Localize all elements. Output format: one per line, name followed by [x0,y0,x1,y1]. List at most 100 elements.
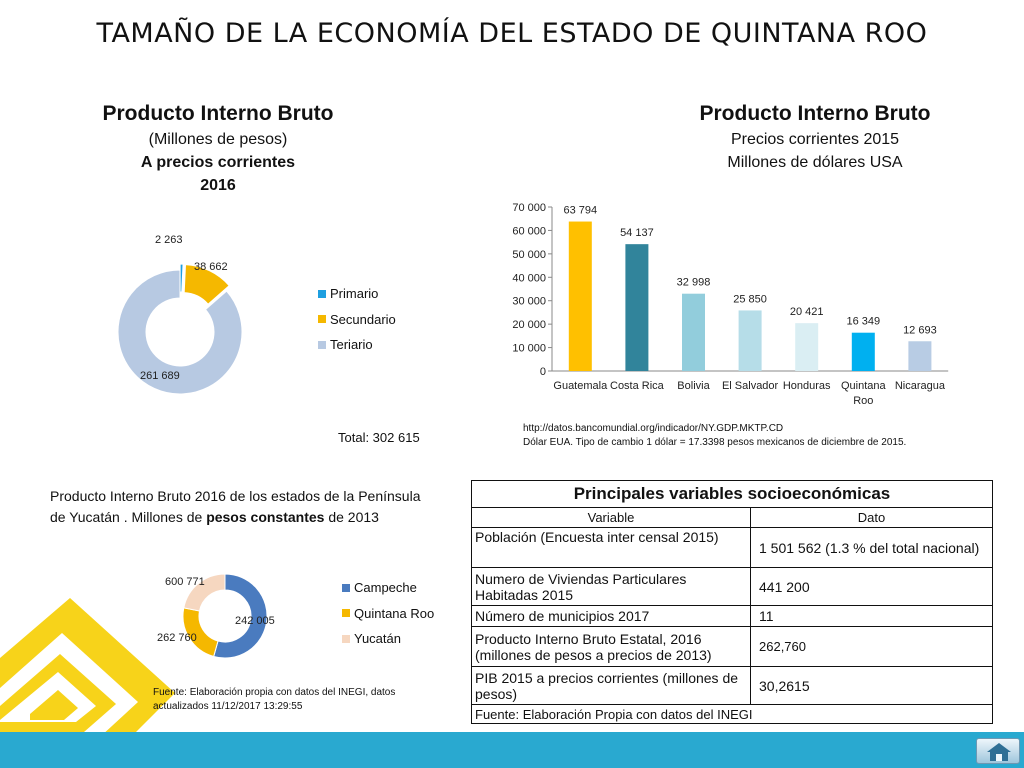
y-tick-label: 70 000 [512,202,546,214]
legend-swatch [318,340,326,349]
home-button[interactable] [976,738,1020,764]
donut-slice [183,573,226,612]
legend-label: Yucatán [354,631,401,647]
legend-swatch [318,289,326,298]
x-tick-label: Honduras [783,380,831,392]
bar-value-label: 12 693 [903,324,937,336]
peninsula-source: Fuente: Elaboración propia con datos del… [153,687,396,712]
socioeconomic-table: Principales variables socioeconómicas Va… [471,480,993,724]
pib-countries-line1: Precios corrientes 2015 [730,131,900,148]
source-note: Dólar EUA. Tipo de cambio 1 dólar = 17.3… [523,437,907,448]
pib-sector-legend: Primario Secundario Teriario [318,281,396,358]
legend-label: Primario [330,286,379,302]
peninsula-donut: 600 771 262 760 242 005 [157,573,275,659]
pib-state-line3: 2016 [200,177,236,194]
x-tick-label: Roo [853,395,873,407]
pib-countries-line2: Millones de dólares USA [727,154,903,171]
bar-value-label: 25 850 [733,293,767,305]
pib-countries-bar-chart: 0 10 000 20 000 30 000 40 000 50 000 60 000 70 … [512,202,949,407]
table-cell-dato: 30,2615 [750,666,993,705]
y-tick-label: 60 000 [512,225,546,237]
legend-swatch [342,609,350,618]
table-row: Numero de Viviendas Particulares Habitad… [471,567,993,606]
legend-item: Quintana Roo [342,601,434,627]
pib-state-heading: Producto Interno Bruto [102,102,334,125]
col-dato-header: Dato [750,507,993,528]
bar [682,293,705,371]
table-footer-row: Fuente: Elaboración Propia con datos del… [471,704,993,724]
pib-countries-title: Producto Interno Bruto Precios corriente… [640,100,990,174]
col-variable-header: Variable [471,507,751,528]
peninsula-caption-part1: Producto Interno Bruto 2016 de los estad… [50,488,421,525]
x-tick-label: Guatemala [553,380,608,392]
peninsula-caption-part2: de 2013 [324,509,379,525]
legend-swatch [342,634,350,643]
footer-bar [0,732,1024,768]
bar [625,244,649,371]
data-label: 600 771 [165,576,205,588]
x-tick-label: Costa Rica [610,380,665,392]
pib-state-line2: A precios corrientes [140,154,296,171]
legend-label: Teriario [330,337,373,353]
data-label: 261 689 [140,370,180,382]
y-tick-label: 40 000 [512,272,546,284]
bar-value-label: 16 349 [846,316,880,328]
bar [568,221,592,371]
legend-item: Campeche [342,575,434,601]
x-tick-label: Nicaragua [895,380,946,392]
source-url: http://datos.bancomundial.org/indicador/… [523,423,784,434]
table-header-row: Variable Dato [471,507,993,528]
legend-item: Teriario [318,332,396,358]
table-cell-variable: Población (Encuesta inter censal 2015) [471,527,751,568]
table-cell-variable: Producto Interno Bruto Estatal, 2016 (mi… [471,626,751,667]
table-row: PIB 2015 a precios corrientes (millones … [471,666,993,705]
pib-sector-donut: 2 263 38 662 261 689 [117,234,243,395]
pib-state-title: Producto Interno Bruto (Millones de peso… [48,100,388,197]
data-label: 242 005 [235,615,275,627]
bar-value-label: 63 794 [563,205,597,217]
page-title: TAMAÑO DE LA ECONOMÍA DEL ESTADO DE QUIN… [96,18,928,49]
logo-shape [0,598,175,768]
data-label: 38 662 [194,261,228,273]
bar [908,341,932,371]
bar [851,332,875,371]
table-cell-variable: PIB 2015 a precios corrientes (millones … [471,666,751,705]
x-tick-label: El Salvador [722,380,779,392]
bar-value-label: 32 998 [677,277,711,289]
peninsula-legend: Campeche Quintana Roo Yucatán [342,575,434,652]
legend-item: Yucatán [342,626,434,652]
table-cell-dato: 441 200 [750,567,993,606]
peninsula-caption: Producto Interno Bruto 2016 de los estad… [50,486,430,528]
bar-value-label: 54 137 [620,227,654,239]
bar-value-label: 20 421 [790,306,824,318]
home-icon [987,743,1011,761]
legend-swatch [318,315,326,324]
table-footer: Fuente: Elaboración Propia con datos del… [471,704,993,724]
y-tick-label: 20 000 [512,319,546,331]
table-cell-dato: 1 501 562 (1.3 % del total nacional) [750,527,993,568]
table-cell-variable: Número de municipios 2017 [471,605,751,627]
table-cell-dato: 262,760 [750,626,993,667]
y-tick-label: 0 [540,366,546,378]
donut-slice [213,573,268,659]
pib-state-line1: (Millones de pesos) [148,131,288,148]
data-label: 262 760 [157,632,197,644]
peninsula-caption-bold: pesos constantes [206,509,325,525]
y-tick-label: 30 000 [512,296,546,308]
x-tick-label: Quintana [841,380,887,392]
table-row: Producto Interno Bruto Estatal, 2016 (mi… [471,626,993,667]
legend-label: Secundario [330,311,396,327]
legend-item: Secundario [318,307,396,333]
table-cell-variable: Numero de Viviendas Particulares Habitad… [471,567,751,606]
donut-slice [117,269,243,395]
table-cell-dato: 11 [750,605,993,627]
data-label: 2 263 [155,234,183,246]
table-row: Población (Encuesta inter censal 2015) 1… [471,527,993,568]
y-tick-label: 50 000 [512,249,546,261]
table-title-row: Principales variables socioeconómicas [471,480,993,508]
x-tick-label: Bolivia [677,380,710,392]
legend-label: Campeche [354,580,417,596]
bar [795,323,819,371]
pib-countries-heading: Producto Interno Bruto [699,102,931,125]
legend-swatch [342,583,350,592]
